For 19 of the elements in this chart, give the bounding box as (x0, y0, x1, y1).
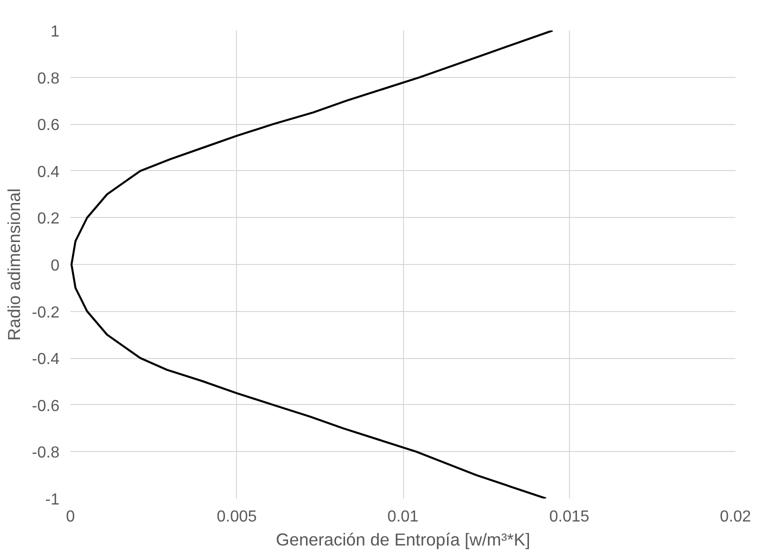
y-tick-label: -1 (45, 492, 60, 508)
x-tick-label: 0.02 (720, 508, 752, 526)
y-tick-label: 0.8 (37, 70, 60, 88)
y-tick-label: 0 (50, 258, 60, 274)
y-tick-label: -0.6 (32, 398, 60, 415)
y-tick-label: 0.4 (37, 164, 60, 181)
x-tick-label: 0.005 (216, 508, 257, 526)
x-tick-label: 0 (66, 508, 76, 526)
y-tick-label: -0.8 (32, 444, 60, 462)
y-tick-label: 0.2 (37, 210, 60, 228)
x-axis-title: Generación de Entropía [w/m³*K] (276, 530, 530, 550)
x-tick-label: 0.01 (387, 508, 419, 526)
x-tick-label: 0.015 (549, 508, 590, 526)
y-tick-label: 1 (50, 24, 60, 40)
y-axis-title: Radio adimensional (4, 188, 24, 341)
y-tick-label: -0.4 (32, 351, 60, 368)
line-series (70, 30, 554, 498)
y-tick-label: 0.6 (37, 117, 60, 134)
y-tick-label: -0.2 (32, 304, 60, 322)
